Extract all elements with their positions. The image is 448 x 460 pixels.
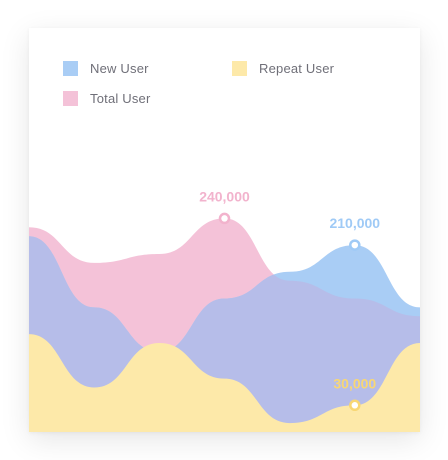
legend-label-total-user: Total User xyxy=(90,91,151,106)
legend-total-user[interactable]: Total User xyxy=(63,91,151,106)
legend-new-user[interactable]: New User xyxy=(63,61,149,76)
data-point-new-user[interactable] xyxy=(349,239,361,251)
chart-areas xyxy=(29,218,420,432)
legend-swatch-repeat-user xyxy=(232,61,247,76)
data-label-total-user: 240,000 xyxy=(199,188,250,204)
data-label-repeat-user: 30,000 xyxy=(333,375,376,391)
data-point-repeat-user[interactable] xyxy=(349,399,361,412)
legend-swatch-new-user xyxy=(63,61,78,76)
legend-label-new-user: New User xyxy=(90,61,149,76)
data-label-new-user: 210,000 xyxy=(329,215,380,231)
legend-repeat-user[interactable]: Repeat User xyxy=(232,61,334,76)
chart-card: New User Repeat User Total User 240,000 2… xyxy=(29,28,420,432)
legend-label-repeat-user: Repeat User xyxy=(259,61,335,76)
data-point-total-user[interactable] xyxy=(218,212,231,225)
area-chart: 240,000 210,000 30,000 xyxy=(29,188,420,432)
chart-markers: 240,000 210,000 30,000 xyxy=(199,188,380,412)
area-repeat-user xyxy=(29,334,420,432)
legend-swatch-total-user xyxy=(63,91,78,106)
